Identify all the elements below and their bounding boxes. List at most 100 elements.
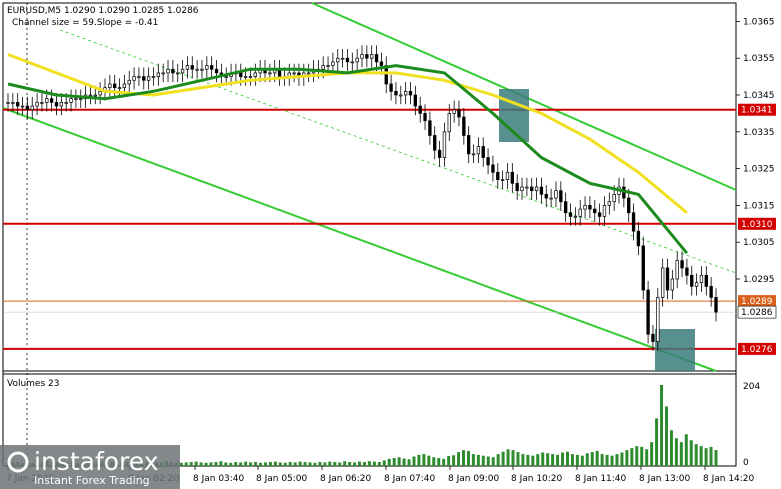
candle-body [583,205,587,210]
candle-body [25,105,30,111]
candle-body [340,57,345,60]
candle-body [670,278,675,291]
symbol-header: EURUSD,M5 1.0290 1.0290 1.0285 1.0286 [7,6,199,16]
logo-ring-icon [7,451,29,473]
candle-body [680,260,684,269]
candle-body [30,105,34,111]
candle-body [525,186,529,189]
candle-body [171,68,175,74]
instaforex-logo: instaforex Instant Forex Trading [0,445,180,489]
candle-body [365,54,369,59]
x-tick-label: 8 Jan 13:00 [639,474,691,484]
y-tick-label: 1.0305 [743,238,775,248]
candle-body [394,90,398,96]
candle-body [467,135,471,155]
candle-body [602,205,607,217]
candle-body [306,72,311,75]
candle-body [336,57,340,63]
candle-body [588,205,592,210]
y-tick-label: 1.0295 [743,275,775,285]
y-tick-label: 1.0315 [743,201,775,211]
candle-body [636,230,641,247]
candle-body [505,171,510,180]
volume-tick-label: 204 [743,382,760,392]
candle-body [321,65,325,70]
candle-body [54,102,59,107]
candle-body [656,297,660,342]
candle-body [292,72,296,75]
candle-body [471,153,476,156]
candle-body [137,76,141,78]
candle-body [166,68,170,74]
candle-body [515,182,519,192]
candle-body [122,83,127,88]
ma-green-line [7,64,689,255]
y-tick-label: 1.0355 [743,54,775,64]
volumes-label: Volumes 23 [7,379,59,389]
candle-body [350,61,354,64]
moving-averages [7,53,689,255]
candle-body [491,164,495,173]
candle-body [651,333,655,342]
level-label-bg-1 [738,217,776,230]
candle-body [185,65,190,70]
candle-body [205,65,209,70]
candle-body [559,190,563,203]
candle-body [665,267,670,291]
candle-body [142,76,146,81]
candle-body [146,76,151,81]
candle-body [709,286,713,298]
level-label-bg-0 [738,103,776,116]
candle-body [510,171,515,184]
candle-body [549,197,553,200]
candle-body [403,90,408,96]
candle-body [6,102,10,104]
candle-body [578,208,582,217]
y-tick-label: 1.0335 [743,128,775,138]
x-tick-label: 8 Jan 07:40 [384,474,436,484]
candle-body [476,146,481,155]
candle-body [331,61,335,66]
candle-body [520,186,524,192]
candle-body [239,72,243,77]
candle-body [413,94,418,107]
candle-body [180,68,185,74]
current-price-label: 1.0286 [741,308,773,318]
candle-body [534,186,539,192]
x-tick-label: 8 Jan 14:20 [703,474,755,484]
candle-body [151,76,156,78]
candle-body [646,289,650,335]
level-label-0: 1.0341 [741,106,773,116]
candle-body [433,135,437,151]
candle-body [243,76,248,78]
level-label-1: 1.0310 [741,220,773,230]
indicator-text: Channel size = 59.Slope = -0.41 [12,18,158,28]
x-tick-label: 8 Jan 06:20 [320,474,372,484]
candle-body [88,94,93,97]
candle-body [224,76,228,78]
candle-body [568,212,573,217]
logo-brand: instaforex [34,447,159,476]
candle-body [11,102,15,104]
candle-body [16,102,20,107]
candle-body [69,98,73,103]
candle-body [694,282,699,287]
candle-body [127,79,131,85]
candle-body [93,94,97,97]
logo-tagline: Instant Forex Trading [34,474,150,487]
x-tick-label: 8 Jan 09:00 [448,474,500,484]
candle-body [685,267,689,276]
candle-body [462,116,466,136]
candle-body [408,90,413,96]
level-label-2: 1.0276 [741,345,773,355]
candle-body [45,98,49,103]
volume-tick-label: 0 [743,458,749,468]
candle-body [442,131,447,158]
candle-body [486,157,490,166]
x-tick-label: 8 Jan 11:40 [575,474,627,484]
candle-body [214,68,219,74]
candle-body [481,146,485,158]
candle-body [49,98,54,103]
